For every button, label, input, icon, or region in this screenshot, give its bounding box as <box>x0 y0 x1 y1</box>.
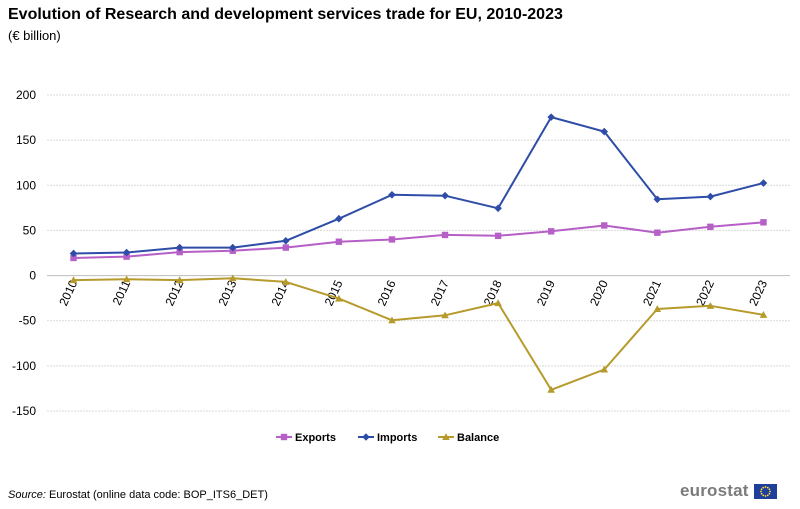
balance-point <box>282 278 290 285</box>
exports-point <box>441 231 449 239</box>
x-tick-label: 2021 <box>640 278 664 308</box>
exports-point <box>176 248 183 256</box>
y-tick-label: 0 <box>29 269 36 283</box>
y-tick-label: -150 <box>12 404 36 418</box>
x-tick-label: 2015 <box>322 278 346 308</box>
source-text: Eurostat (online data code: BOP_ITS6_DET… <box>45 489 268 501</box>
exports-point <box>335 238 343 245</box>
balance-series-line <box>73 277 764 391</box>
exports-series-line <box>73 221 764 259</box>
exports-point <box>654 229 661 236</box>
x-tick-label: 2019 <box>534 278 558 308</box>
imports-point <box>494 204 502 213</box>
x-tick-label: 2023 <box>746 278 770 308</box>
exports-point <box>707 223 714 231</box>
chart-subtitle: (€ billion) <box>8 28 61 43</box>
exports-point <box>388 236 396 243</box>
y-tick-label: -50 <box>19 314 37 328</box>
imports-point <box>388 190 396 199</box>
eurostat-logo: eurostat <box>680 481 777 501</box>
eurostat-logo-text: eurostat <box>680 481 749 500</box>
balance-point <box>69 276 78 284</box>
x-tick-label: 2020 <box>587 278 611 308</box>
balance-point <box>175 276 184 284</box>
balance-point <box>494 299 502 307</box>
balance-point <box>335 294 343 302</box>
source-note: Source: Eurostat (online data code: BOP_… <box>8 489 268 501</box>
chart-title: Evolution of Research and development se… <box>8 6 563 23</box>
exports-point <box>601 222 608 229</box>
y-tick-label: 100 <box>16 178 36 192</box>
legend-imports-label: Imports <box>377 432 417 444</box>
x-tick-label: 2017 <box>428 278 452 308</box>
balance-point <box>388 316 396 324</box>
imports-point <box>759 179 768 187</box>
imports-point <box>335 214 343 223</box>
x-tick-label: 2013 <box>215 278 239 308</box>
balance-point <box>228 274 237 282</box>
imports-point <box>653 195 662 204</box>
imports-point <box>706 192 715 201</box>
legend-balance-label: Balance <box>457 432 499 444</box>
balance-point <box>547 385 555 393</box>
legend-imports-marker <box>362 433 370 441</box>
balance-point <box>653 305 662 312</box>
exports-point <box>760 219 767 226</box>
imports-series-line <box>73 116 764 255</box>
exports-point <box>123 253 130 260</box>
legend-exports-marker <box>280 433 288 441</box>
y-tick-label: 200 <box>16 88 36 102</box>
balance-point <box>441 311 449 319</box>
x-tick-label: 2016 <box>375 278 399 308</box>
source-label: Source: <box>8 489 46 501</box>
imports-point <box>69 249 78 258</box>
exports-point <box>494 232 502 240</box>
y-tick-label: 150 <box>16 133 36 147</box>
balance-point <box>759 311 768 318</box>
legend-exports-label: Exports <box>295 432 336 444</box>
balance-point <box>122 275 131 283</box>
y-tick-label: 50 <box>23 223 37 237</box>
balance-point <box>706 302 715 309</box>
imports-point <box>547 113 555 121</box>
imports-point <box>175 243 184 252</box>
imports-point <box>282 237 290 245</box>
balance-point <box>600 365 609 373</box>
exports-point <box>282 244 290 251</box>
imports-point <box>441 191 449 200</box>
x-tick-label: 2022 <box>693 278 717 308</box>
imports-point <box>228 243 237 252</box>
exports-point <box>547 228 555 235</box>
eu-flag-icon <box>753 483 777 499</box>
imports-point <box>122 248 131 257</box>
imports-point <box>600 127 609 136</box>
legend-balance-marker <box>442 433 450 440</box>
exports-point <box>70 254 77 262</box>
y-tick-label: -100 <box>12 359 36 373</box>
